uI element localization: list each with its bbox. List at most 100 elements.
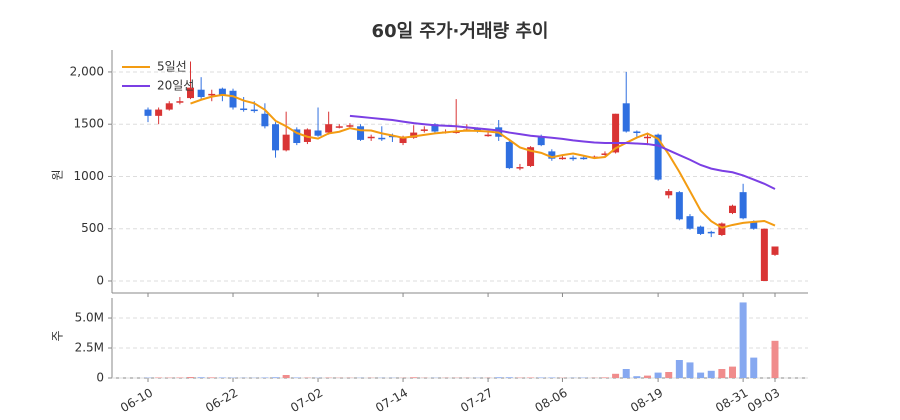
x-tick-label: 08-06 <box>533 386 570 416</box>
candle-body <box>718 223 726 235</box>
ma-line <box>190 93 776 229</box>
candle-body <box>272 124 280 151</box>
volume-bar <box>739 302 747 378</box>
candle-body <box>665 191 673 196</box>
candle-body <box>187 87 195 99</box>
candle-body <box>250 109 258 112</box>
volume-bar <box>686 362 694 378</box>
volume-bar <box>718 369 726 378</box>
candle-body <box>473 128 481 131</box>
y-tick-label: 0 <box>96 273 104 287</box>
volume-bar <box>622 369 630 378</box>
candle-body <box>569 157 577 160</box>
candle-body <box>484 134 492 137</box>
volume-bar <box>665 372 673 378</box>
volume-bar <box>282 375 290 378</box>
y-tick-label: 500 <box>81 221 104 235</box>
volume-bar <box>697 372 705 378</box>
volume-bar <box>643 375 651 378</box>
candle-body <box>335 126 343 128</box>
candle-body <box>697 226 705 234</box>
y-tick-label: 5.0M <box>75 311 104 325</box>
candle-body <box>527 147 535 167</box>
candle-body <box>357 126 365 140</box>
candle-body <box>431 124 439 132</box>
candle-body <box>282 134 290 151</box>
candle-body <box>144 109 152 116</box>
candle-body <box>367 136 375 139</box>
candle-body <box>346 125 354 127</box>
volume-bar <box>187 377 195 378</box>
volume-bar <box>272 377 280 378</box>
candle-body <box>505 141 513 169</box>
candle-body <box>771 246 779 255</box>
candle-body <box>176 101 184 103</box>
candle-body <box>739 192 747 219</box>
volume-bar <box>601 377 609 378</box>
y-tick-label: 2,000 <box>70 64 104 78</box>
candle-body <box>580 157 588 160</box>
volume-bar <box>728 366 736 378</box>
volume-bar <box>633 376 641 378</box>
y-tick-label: 2.5M <box>75 341 104 355</box>
candle-body <box>420 129 428 131</box>
candle-body <box>208 93 216 96</box>
volume-bar <box>505 377 513 378</box>
candle-body <box>314 130 322 136</box>
volume-bar <box>495 377 503 378</box>
candle-body <box>197 89 205 98</box>
candle-body <box>707 231 715 234</box>
x-tick-label: 07-14 <box>373 386 410 416</box>
candle-body <box>558 157 566 160</box>
y-tick-label: 1000 <box>73 169 104 183</box>
candle-body <box>516 167 524 169</box>
volume-bar <box>750 357 758 378</box>
volume-bar <box>410 377 418 378</box>
candle-body <box>750 222 758 229</box>
y-axis-label: 원 <box>51 169 65 180</box>
candle-body <box>229 90 237 108</box>
candle-body <box>686 216 694 229</box>
candle-body <box>410 132 418 138</box>
candle-body <box>760 228 768 281</box>
candle-body <box>218 88 226 95</box>
candle-body <box>728 205 736 214</box>
candle-body <box>155 109 163 116</box>
volume-bar <box>654 372 662 378</box>
candle-body <box>378 137 386 140</box>
y-tick-label: 1500 <box>73 117 104 131</box>
volume-bar <box>197 377 205 378</box>
volume-bar <box>208 377 216 378</box>
legend-label: 5일선 <box>157 60 187 74</box>
candle-body <box>165 103 173 110</box>
volume-bar <box>771 340 779 378</box>
candle-body <box>293 129 301 144</box>
candle-body <box>261 113 269 127</box>
legend-label: 20일선 <box>157 79 194 93</box>
x-tick-label: 09-03 <box>745 386 782 416</box>
candle-body <box>643 136 651 139</box>
candle-body <box>675 192 683 220</box>
candle-body <box>325 124 333 133</box>
x-tick-label: 07-27 <box>458 386 495 416</box>
x-tick-label: 08-31 <box>713 386 750 416</box>
candle-body <box>537 136 545 146</box>
y-axis-label: 주 <box>51 330 65 341</box>
volume-bar <box>707 370 715 378</box>
y-tick-label: 0 <box>96 371 104 385</box>
candle-body <box>612 113 620 153</box>
candle-body <box>601 153 609 155</box>
chart-title: 60일 주가·거래량 추이 <box>372 21 549 42</box>
volume-bar <box>612 373 620 378</box>
x-tick-label: 06-10 <box>118 386 155 416</box>
volume-bar <box>675 360 683 378</box>
candle-body <box>399 136 407 144</box>
candle-body <box>622 103 630 132</box>
ma-line <box>349 114 776 190</box>
candle-body <box>240 108 248 111</box>
candle-body <box>548 151 556 159</box>
x-tick-label: 06-22 <box>203 386 240 416</box>
candle-body <box>633 131 641 134</box>
candle-body <box>654 134 662 180</box>
